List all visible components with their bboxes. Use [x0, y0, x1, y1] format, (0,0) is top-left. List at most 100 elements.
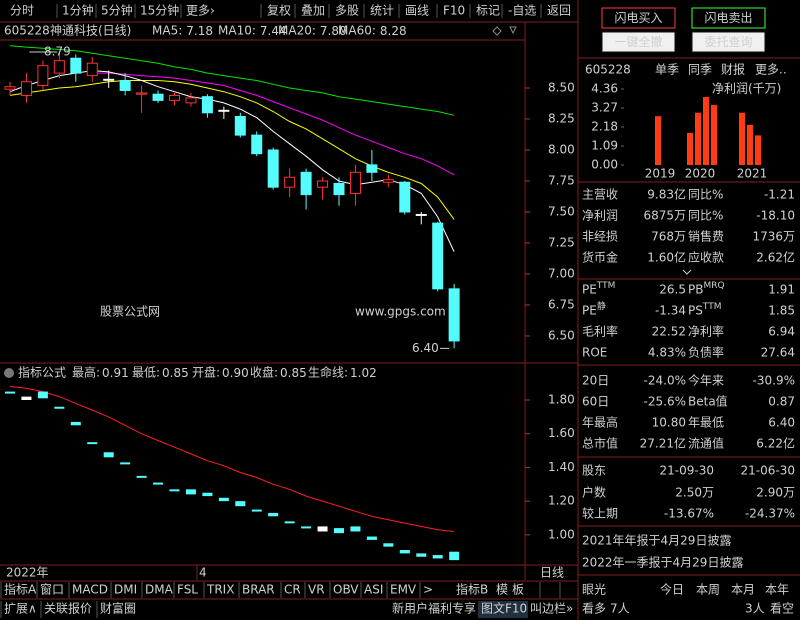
stock-code: 605228	[4, 24, 50, 38]
ma-line	[9, 70, 455, 252]
trade-button-label[interactable]: 闪电买入	[614, 11, 662, 25]
indicator-tab[interactable]: 窗口	[40, 583, 64, 597]
x-label: 4	[199, 566, 207, 580]
candle-body	[4, 86, 16, 90]
fin-label: 60日	[582, 395, 609, 409]
indicator-tab[interactable]: >	[423, 583, 433, 597]
indicator-tab[interactable]: BRAR	[242, 583, 275, 597]
ma-line	[92, 72, 455, 176]
indicator-tab[interactable]: DMA	[145, 583, 174, 597]
fin-value: 6.22亿	[756, 436, 795, 451]
indicator-tab[interactable]: 指标B	[456, 582, 488, 597]
fin-value: 1.60亿	[647, 250, 686, 265]
indicator-candle	[185, 489, 196, 495]
bottom-button[interactable]: 关联报价	[44, 601, 92, 616]
ma-line	[9, 80, 455, 220]
toolbar-button[interactable]: 多股	[335, 4, 359, 18]
candle-body	[399, 181, 411, 213]
candle-body	[415, 213, 427, 216]
toolbar-button[interactable]: 画线	[405, 4, 429, 18]
sentiment-tab[interactable]: 本月	[731, 583, 755, 597]
holder-cell: 2.90万	[756, 486, 795, 500]
fin-tab[interactable]: 财报	[721, 62, 745, 77]
indicator-value: 0.85	[162, 366, 189, 380]
toolbar-button[interactable]: 返回	[547, 4, 571, 18]
candle-body	[366, 164, 378, 173]
indicator-tab[interactable]: EMV	[390, 583, 417, 597]
y-tick-label: 6.75	[548, 297, 575, 311]
trade-button	[691, 31, 766, 53]
fin-value: 6875万	[643, 209, 686, 223]
indicator-tab[interactable]: MACD	[72, 583, 108, 597]
y-tick-label: 7.25	[548, 235, 575, 249]
mini-title: 净利润(千万)	[712, 82, 781, 96]
ma-value: 8.28	[380, 24, 407, 38]
icon	[682, 269, 692, 275]
toolbar-button[interactable]: 15分钟	[140, 3, 179, 18]
toolbar-button[interactable]: F10	[443, 4, 465, 18]
x-label: 2022年	[6, 566, 49, 580]
toolbar-button[interactable]: 分时	[10, 4, 34, 18]
toolbar-button[interactable]: 统计	[370, 4, 394, 18]
candle-body	[152, 93, 164, 101]
sentiment-tab[interactable]: 本年	[765, 583, 789, 597]
indicator-candle	[120, 462, 131, 465]
toolbar-button[interactable]: 5分钟	[101, 3, 133, 18]
bottom-button[interactable]: 新用户福利专享	[392, 601, 476, 616]
toolbar-button[interactable]: 1分钟	[62, 3, 94, 18]
indicator-tab[interactable]: OBV	[333, 583, 359, 597]
bottom-button[interactable]: 叫边栏»	[530, 601, 573, 616]
toolbar-button[interactable]: -自选	[508, 4, 536, 18]
indicator-field: 最高: 0.91	[72, 365, 129, 380]
indicator-candle	[54, 406, 65, 409]
fin-value: 1.91	[768, 283, 795, 297]
fin-label: 毛利率	[582, 324, 618, 339]
y-tick-label: 7.50	[548, 204, 575, 218]
indicator-tab[interactable]: 指标A	[4, 582, 37, 597]
trade-button-label[interactable]: 一键全撤	[614, 34, 662, 49]
mini-bar	[695, 112, 701, 165]
period-label: 日线	[540, 566, 564, 580]
mini-bar	[687, 132, 693, 165]
fin-label: 年最低	[688, 416, 724, 430]
ma-value: 7.18	[186, 24, 213, 38]
fin-label: 流通值	[688, 436, 724, 451]
holder-cell: 户数	[582, 485, 606, 500]
mini-x-label: 2019	[645, 167, 676, 181]
indicator-tab[interactable]: 板	[512, 583, 524, 597]
indicator-tab[interactable]: ASI	[364, 583, 383, 597]
candle-body	[103, 78, 115, 81]
sentiment-tab[interactable]: 今日	[660, 582, 684, 597]
indicator-tab[interactable]: TRIX	[206, 583, 234, 597]
fin-label: 20日	[582, 374, 609, 388]
toolbar-button[interactable]: 复权	[267, 4, 291, 18]
fin-tab[interactable]: 单季	[655, 63, 679, 77]
toolbar-button[interactable]: 叠加	[301, 4, 325, 18]
mini-bar	[655, 116, 661, 165]
fin-value: 27.64	[761, 346, 795, 360]
indicator-candle	[70, 421, 81, 426]
fin-tab[interactable]: 同季	[688, 63, 712, 77]
fin-value: 6.94	[768, 325, 795, 339]
indicator-tab[interactable]: FSL	[177, 583, 198, 597]
fin-value: 10.80	[652, 416, 686, 430]
trade-button-label[interactable]: 委托查询	[704, 35, 752, 49]
fin-tab[interactable]: 更多..	[755, 63, 787, 77]
candle-body	[53, 60, 65, 74]
indicator-tab[interactable]: VR	[308, 583, 325, 597]
indicator-tab[interactable]: DMI	[114, 583, 137, 597]
sentiment-tab[interactable]: 本周	[696, 583, 720, 597]
watermark: www.gpgs.com	[355, 305, 446, 319]
bottom-button[interactable]: 财富圈	[100, 601, 136, 616]
bottom-button[interactable]: 图文F10	[481, 601, 527, 616]
toolbar-button[interactable]: 更多›	[186, 4, 215, 18]
fin-label: 非经损	[582, 230, 618, 244]
toolbar-button[interactable]: 标记	[476, 4, 500, 18]
toolbar-bg	[0, 0, 578, 22]
indicator-tab[interactable]: CR	[284, 583, 301, 597]
trade-button-label[interactable]: 闪电卖出	[704, 11, 752, 25]
fin-label: 应收款	[688, 250, 724, 265]
fin-label: 同比%	[688, 188, 723, 202]
indicator-tab[interactable]: 模	[496, 583, 508, 597]
bottom-button[interactable]: 扩展∧	[4, 602, 37, 616]
